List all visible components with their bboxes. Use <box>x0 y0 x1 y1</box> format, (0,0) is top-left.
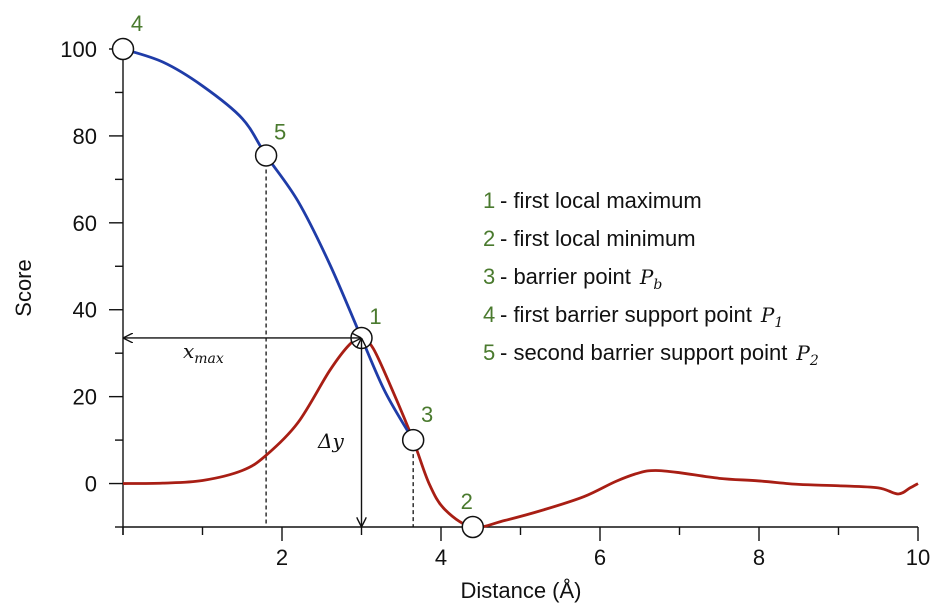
y-tick-label: 40 <box>73 298 97 323</box>
y-tick-label: 0 <box>85 472 97 497</box>
marked-point-3 <box>401 428 425 452</box>
y-tick-label: 100 <box>60 37 97 62</box>
legend-item-1: 1- first local maximum <box>483 188 702 213</box>
point-number-5: 5 <box>274 119 286 144</box>
curves <box>122 47 919 529</box>
legend-text: - first local maximum <box>500 188 702 213</box>
legend-item-5: 5- second barrier support point P2 <box>483 340 819 369</box>
marked-point-4 <box>111 37 135 61</box>
point-number-3: 3 <box>421 402 433 427</box>
legend-number: 4 <box>483 302 495 327</box>
legend-number: 3 <box>483 264 495 289</box>
y-tick-label: 80 <box>73 124 97 149</box>
legend-text: - first local minimum <box>500 226 696 251</box>
annotations: xmax Δy <box>124 338 362 526</box>
delta-y-label: Δy <box>317 429 344 453</box>
legend-item-3: 3- barrier point Pb <box>483 264 662 293</box>
x-tick-label: 10 <box>906 545 930 570</box>
legend-math: P2 <box>795 341 818 369</box>
legend-math: Pb <box>639 265 662 293</box>
x-tick-label: 2 <box>276 545 288 570</box>
guides <box>265 155 414 527</box>
x-tick-label: 8 <box>753 545 765 570</box>
y-tick-label: 20 <box>73 385 97 410</box>
legend-number: 5 <box>483 340 495 365</box>
x-tick-label: 6 <box>594 545 606 570</box>
legend-text: - second barrier support point <box>500 340 787 365</box>
legend-number: 2 <box>483 226 495 251</box>
marked-point-2 <box>461 515 485 539</box>
legend-number: 1 <box>483 188 495 213</box>
x-axis-label: Distance (Å) <box>460 578 581 603</box>
legend-item-2: 2- first local minimum <box>483 226 696 251</box>
y-tick-label: 60 <box>73 211 97 236</box>
legend-math: P1 <box>760 303 783 331</box>
x-max-label: xmax <box>183 339 224 367</box>
marked-point-5 <box>254 144 278 167</box>
legend-text: - first barrier support point <box>500 302 752 327</box>
x-tick-label: 4 <box>435 545 447 570</box>
legend-item-4: 4- first barrier support point P1 <box>483 302 783 331</box>
legend-text: - barrier point <box>500 264 631 289</box>
point-number-2: 2 <box>461 489 473 514</box>
markers: 4 5 1 3 2 <box>111 11 485 539</box>
series-line-blue <box>122 47 415 441</box>
point-number-4: 4 <box>131 11 143 36</box>
labels: Distance (Å) Score <box>11 259 582 603</box>
series-line-red <box>122 336 919 529</box>
y-axis-label: Score <box>11 259 36 316</box>
point-number-1: 1 <box>369 304 381 329</box>
